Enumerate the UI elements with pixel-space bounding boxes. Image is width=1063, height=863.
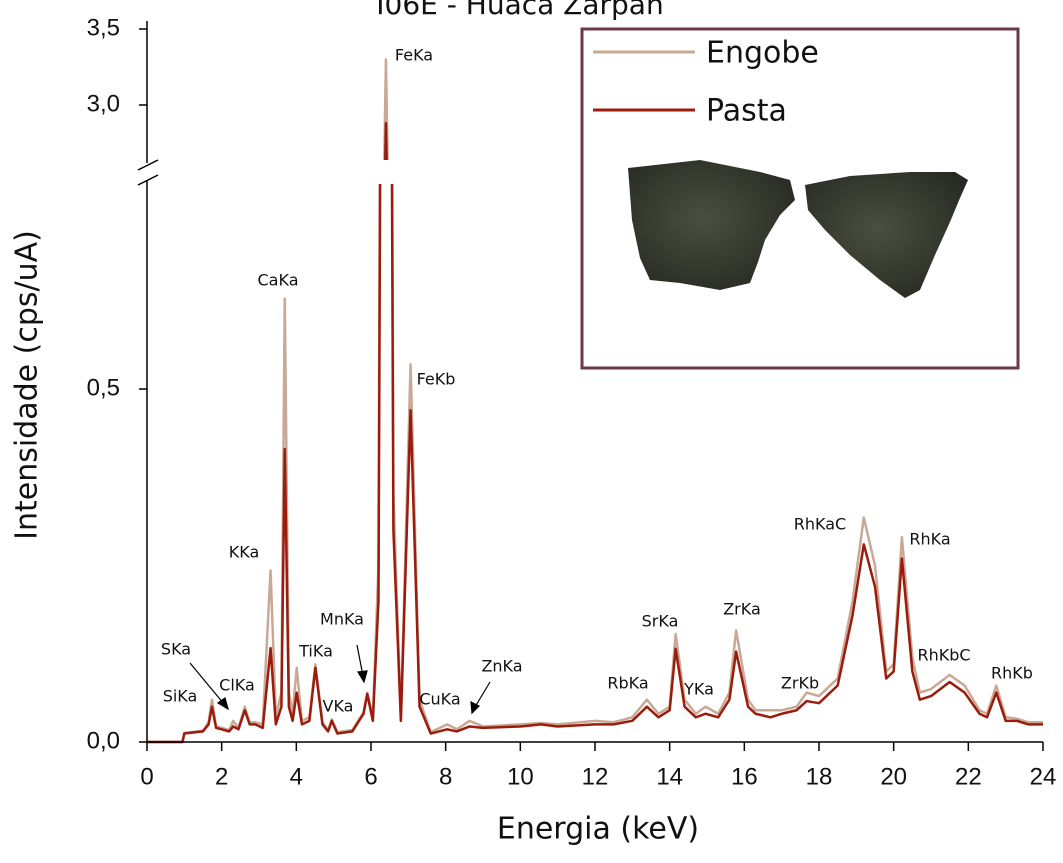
spectrum-line <box>147 184 1043 744</box>
x-tick-label: 22 <box>955 763 982 790</box>
peak-label: RbKa <box>607 674 648 693</box>
x-tick-label: 18 <box>806 763 833 790</box>
legend-label: Pasta <box>706 94 787 129</box>
x-tick-label: 12 <box>582 763 609 790</box>
y-tick-label: 0,0 <box>87 727 120 754</box>
x-tick-label: 14 <box>656 763 683 790</box>
x-axis-label: Energia (keV) <box>497 812 699 847</box>
sherd-photo <box>628 160 795 290</box>
x-tick-label: 8 <box>439 763 452 790</box>
peak-label: ZrKa <box>723 600 761 619</box>
y-axis-label: Intensidade (cps/uA) <box>10 230 45 540</box>
y-tick-label: 0,5 <box>87 374 120 401</box>
y-tick-label: 3,5 <box>87 14 120 41</box>
x-tick-label: 6 <box>364 763 377 790</box>
axis-break <box>137 174 159 186</box>
peak-label: YKa <box>683 680 714 699</box>
sherd-photo <box>805 172 968 298</box>
peak-label: FeKb <box>417 370 456 389</box>
peak-label: KKa <box>229 543 260 562</box>
peak-label: RhKa <box>909 530 950 549</box>
legend-label: Engobe <box>706 36 819 71</box>
chart-title: I06E - Huaca Zarpan <box>376 0 663 21</box>
peak-label: RhKbC <box>917 646 970 665</box>
x-tick-label: 0 <box>140 763 153 790</box>
peak-label: SiKa <box>163 687 198 706</box>
peak-label: CuKa <box>419 690 460 709</box>
x-tick-label: 10 <box>507 763 534 790</box>
peak-label: VKa <box>323 697 354 716</box>
peak-label: SrKa <box>642 612 679 631</box>
x-tick-label: 4 <box>290 763 303 790</box>
peak-label: RhKb <box>991 664 1033 683</box>
x-tick-label: 2 <box>215 763 228 790</box>
peak-label: ClKa <box>219 676 255 695</box>
peak-label: CaKa <box>258 271 299 290</box>
peak-label: TiKa <box>298 642 333 661</box>
peak-label: FeKa <box>395 46 433 65</box>
peak-label: ZnKa <box>481 657 522 676</box>
axis-break <box>137 159 159 171</box>
x-tick-label: 16 <box>731 763 758 790</box>
plot-area <box>147 58 1043 744</box>
x-tick-label: 20 <box>880 763 907 790</box>
peak-label: SKa <box>161 640 191 659</box>
peak-label: RhKaC <box>794 515 846 534</box>
peak-label: ZrKb <box>781 674 819 693</box>
legend: Engobe Pasta <box>580 27 1020 370</box>
annotation-arrows <box>189 644 491 715</box>
peak-label: MnKa <box>320 610 364 629</box>
y-tick-label: 3,0 <box>87 90 120 117</box>
x-tick-label: 24 <box>1030 763 1057 790</box>
